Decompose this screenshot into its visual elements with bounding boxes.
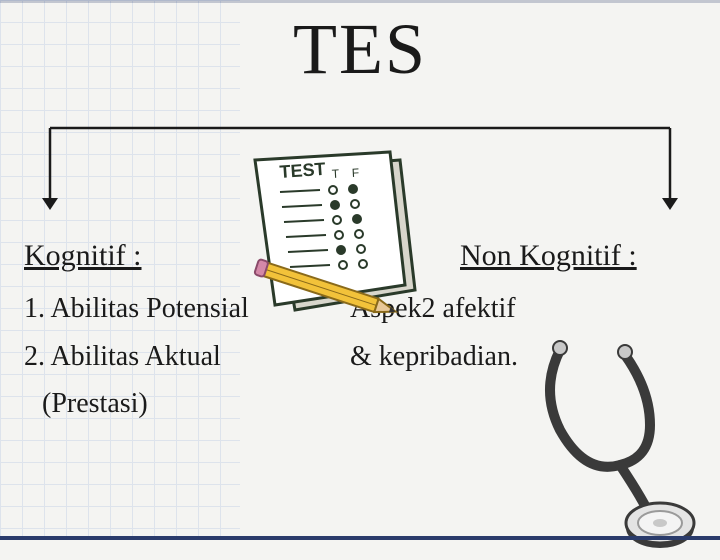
left-column: Kognitif : 1. Abilitas Potensial 2. Abil…	[24, 230, 249, 428]
left-heading: Kognitif :	[24, 230, 249, 281]
stethoscope-icon	[500, 330, 720, 560]
left-item-2: 2. Abilitas Aktual	[24, 333, 249, 381]
bottom-rule	[0, 536, 720, 540]
svg-text:T: T	[331, 167, 340, 181]
svg-text:F: F	[351, 166, 359, 180]
svg-text:TEST: TEST	[279, 159, 326, 182]
slide-content: TES Kognitif : 1. Abilitas Potensial 2. …	[0, 0, 720, 540]
right-heading: Non Kognitif :	[460, 230, 637, 281]
slide-title: TES	[0, 8, 720, 91]
left-item-3: (Prestasi)	[24, 380, 249, 428]
title-container: TES	[0, 0, 720, 91]
left-item-1: 1. Abilitas Potensial	[24, 285, 249, 333]
test-sheet-icon: TEST T F	[220, 140, 420, 330]
